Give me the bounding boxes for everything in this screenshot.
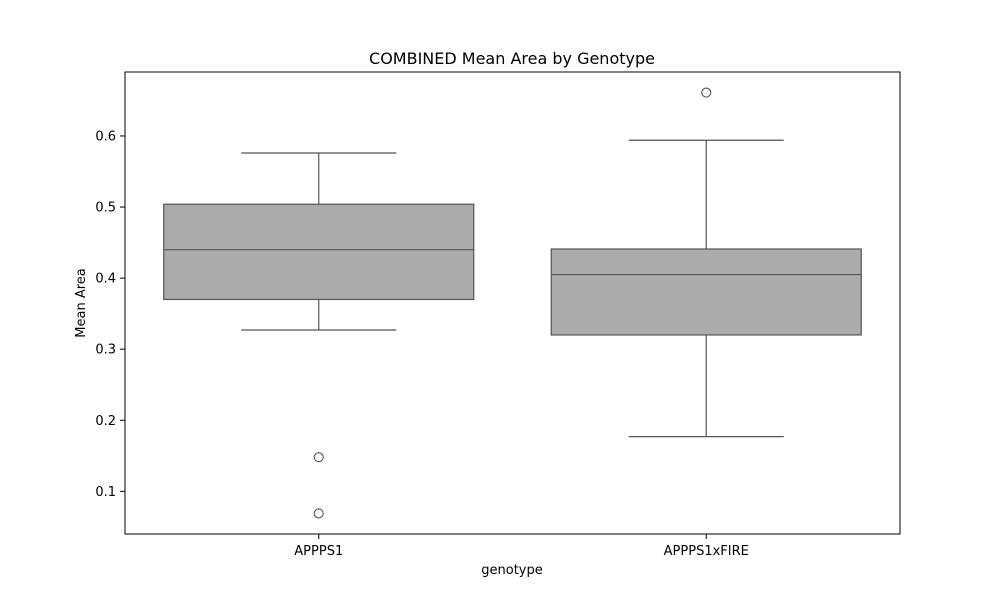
box-group-appps1xfire bbox=[550, 87, 862, 438]
outlier-point bbox=[313, 452, 324, 463]
outlier-point bbox=[701, 87, 712, 98]
box-group-appps1 bbox=[163, 152, 475, 519]
y-axis: 0.1 0.2 0.3 0.4 0.5 0.6 bbox=[95, 129, 125, 500]
iqr-box bbox=[163, 203, 475, 301]
x-axis: APPPS1 APPPS1xFIRE bbox=[294, 534, 749, 559]
chart-title: COMBINED Mean Area by Genotype bbox=[369, 49, 655, 68]
outlier-point bbox=[313, 508, 324, 519]
y-tick-label: 0.1 bbox=[95, 485, 116, 500]
y-axis-label: Mean Area bbox=[74, 268, 89, 337]
y-tick-label: 0.4 bbox=[95, 272, 116, 287]
y-tick-label: 0.5 bbox=[95, 201, 116, 216]
x-tick-label: APPPS1 bbox=[294, 544, 343, 559]
x-tick-label: APPPS1xFIRE bbox=[664, 544, 749, 559]
plot-marks bbox=[163, 87, 862, 519]
y-tick-label: 0.2 bbox=[95, 414, 116, 429]
y-tick-label: 0.3 bbox=[95, 343, 116, 358]
x-axis-label: genotype bbox=[481, 563, 542, 578]
plot-area-frame bbox=[124, 71, 901, 535]
y-tick-label: 0.6 bbox=[95, 129, 116, 144]
iqr-box bbox=[550, 248, 862, 336]
